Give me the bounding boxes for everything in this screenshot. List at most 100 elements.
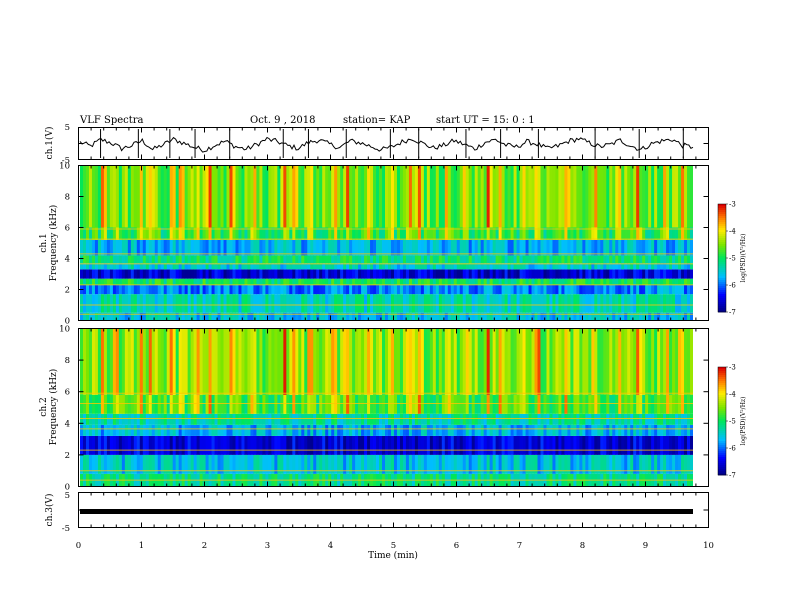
spectrogram-cell [465, 165, 470, 228]
spectrogram-cell [196, 454, 201, 474]
spectrogram-cell [148, 165, 153, 228]
spectrogram-cell [474, 165, 479, 228]
spectrogram-cell [199, 294, 203, 313]
spectrogram-cell [244, 269, 248, 279]
ch3-ytick-bottom: -5 [62, 524, 70, 534]
spectrogram-cell [154, 278, 159, 285]
spectrogram-cell [414, 454, 419, 474]
spectrogram-cell [639, 284, 643, 295]
spectrogram-cell [465, 413, 470, 425]
spectrogram-cell [567, 269, 571, 279]
spectrogram-cell [340, 413, 344, 425]
spectrogram-cell [304, 278, 308, 285]
time-tick-label: 9 [643, 541, 648, 551]
spectrogram-cell [402, 435, 407, 455]
spectrogram-cell [474, 312, 479, 321]
spectrogram-cell [229, 278, 233, 285]
spectrogram-cell [322, 413, 326, 425]
spectrogram-cell [382, 263, 386, 270]
spectrogram-cell [558, 454, 562, 474]
spectrogram-cell [205, 263, 209, 270]
spectrogram-cell [196, 227, 201, 240]
spectrogram-cell [379, 454, 383, 474]
spectrogram-cell [178, 435, 183, 455]
spectrogram-cell [630, 454, 634, 474]
spectrogram-cell [432, 424, 437, 436]
spectrogram-cell [585, 424, 589, 436]
spectrogram-cell [393, 435, 398, 455]
spectrogram-cell [402, 227, 407, 240]
spectrogram-cell [208, 454, 212, 474]
spectrogram-cell [513, 328, 517, 395]
spectrogram-cell [495, 227, 500, 240]
spectrogram-cell [124, 424, 129, 436]
spectrogram-cell [349, 239, 353, 256]
spectrogram-cell [298, 239, 302, 256]
spectrogram-cell [199, 328, 203, 395]
spectrogram-cell [133, 278, 138, 285]
spectrogram-cell [657, 165, 661, 228]
spectrogram-cell [672, 284, 676, 295]
spectrogram-cell [148, 227, 153, 240]
spectrogram-cell [127, 454, 132, 474]
spectrogram-cell [379, 269, 383, 279]
spectrogram-no-data [693, 328, 708, 487]
spectrogram-cell [376, 328, 380, 395]
spectrogram-cell [519, 435, 523, 455]
colorbar-segment [718, 423, 726, 426]
spectrogram-cell [130, 394, 135, 414]
spectrogram-cell [522, 312, 526, 321]
spectrogram-cell [361, 255, 365, 264]
spectrogram-cell [558, 263, 562, 270]
spectrogram-cell [217, 227, 221, 240]
spectrogram-cell [283, 413, 287, 425]
spectrogram-cell [669, 424, 673, 436]
spectrogram-cell [621, 328, 625, 395]
spectrogram-cell [600, 454, 604, 474]
spectrogram-cell [130, 255, 135, 264]
spectrogram-cell [639, 269, 643, 279]
spectrogram-cell [85, 165, 90, 228]
spectrogram-cell [319, 454, 323, 474]
spectrogram-cell [322, 278, 326, 285]
spectrogram-cell [624, 413, 628, 425]
spectrogram-cell [205, 269, 209, 279]
spectrogram-cell [552, 312, 556, 321]
spectrogram-cell [151, 394, 156, 414]
spectrogram-cell [358, 312, 362, 321]
spectrogram-cell [660, 227, 664, 240]
spectrogram-cell [648, 454, 652, 474]
spectrogram-cell [97, 239, 102, 256]
spectrogram-cell [567, 424, 571, 436]
spectrogram-cell [618, 255, 622, 264]
spectrogram-cell [612, 263, 616, 270]
spectrogram-cell [588, 227, 592, 240]
spectrogram-cell [352, 424, 356, 436]
spectrogram-cell [411, 284, 416, 295]
spectrogram-cell [80, 394, 84, 414]
spectrogram-cell [208, 227, 212, 240]
spectrogram-cell [346, 284, 350, 295]
spectrogram-cell [343, 312, 347, 321]
spectrogram-cell [609, 424, 613, 436]
spectrogram-cell [405, 239, 410, 256]
spectrogram-cell [331, 263, 335, 270]
spectrogram-cell [265, 294, 269, 313]
spectrogram-cell [316, 263, 320, 270]
spectrogram-cell [657, 284, 661, 295]
spectrogram-cell [669, 435, 673, 455]
spectrogram-cell [118, 239, 123, 256]
spectrogram-cell [151, 424, 156, 436]
spectrogram-cell [229, 454, 233, 474]
spectrogram-cell [423, 255, 428, 264]
spectrogram-cell [256, 413, 260, 425]
spectrogram-cell [588, 454, 592, 474]
spectrogram-cell [450, 269, 455, 279]
spectrogram-cell [109, 227, 114, 240]
spectrogram-cell [325, 269, 329, 279]
spectrogram-cell [600, 328, 604, 395]
spectrogram-cell [591, 312, 595, 321]
spectrogram-cell [615, 294, 619, 313]
spectrogram-cell [103, 263, 108, 270]
spectrogram-cell [579, 424, 583, 436]
